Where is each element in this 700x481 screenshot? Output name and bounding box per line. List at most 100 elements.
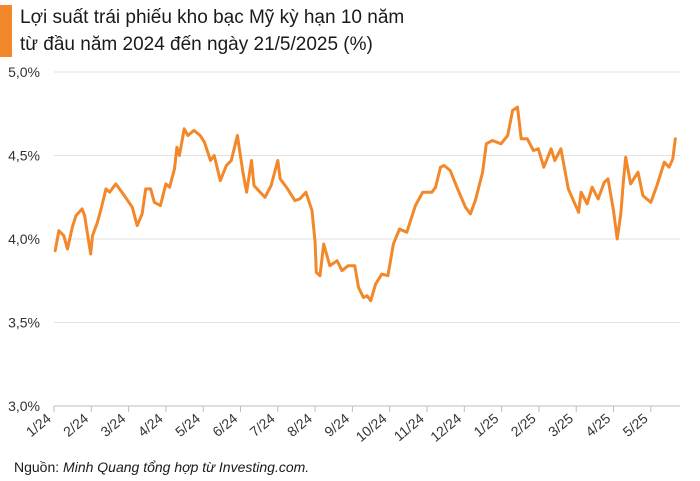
- data-point: [526, 137, 529, 140]
- data-point: [198, 134, 202, 137]
- data-point: [506, 134, 509, 137]
- data-point: [149, 187, 152, 191]
- data-point: [310, 209, 314, 212]
- x-tick-label: 3/24: [97, 410, 128, 440]
- data-point: [380, 272, 383, 276]
- data-point: [91, 234, 94, 237]
- data-point: [464, 206, 467, 209]
- data-point: [219, 179, 222, 182]
- data-point: [322, 242, 325, 246]
- data-point: [213, 154, 216, 157]
- x-tick-label: 10/24: [352, 410, 389, 445]
- data-point: [663, 161, 666, 164]
- x-tick-label: 1/24: [23, 410, 54, 440]
- data-point: [140, 212, 144, 216]
- source-text: Minh Quang tổng hợp từ Investing.com.: [63, 459, 310, 475]
- data-point: [405, 231, 408, 234]
- data-point: [671, 157, 674, 160]
- grid-lines: [54, 71, 680, 407]
- data-point: [80, 207, 84, 211]
- data-point: [335, 259, 339, 262]
- x-tick-label: 6/24: [209, 410, 240, 440]
- x-tick-label: 4/25: [582, 410, 613, 440]
- title-accent-bar: [0, 5, 12, 57]
- data-point: [481, 171, 484, 174]
- data-point: [298, 197, 301, 201]
- x-tick-label: 9/24: [321, 410, 352, 440]
- chart-title: Lợi suất trái phiếu kho bạc Mỹ kỳ hạn 10…: [20, 4, 404, 58]
- data-point: [279, 177, 282, 181]
- data-point: [499, 142, 503, 145]
- data-point: [586, 202, 589, 206]
- data-point: [209, 159, 212, 162]
- data-point: [491, 139, 494, 142]
- data-point: [286, 187, 289, 191]
- data-point: [579, 191, 583, 194]
- data-point: [590, 186, 594, 189]
- x-tick-label: 1/25: [470, 410, 501, 440]
- data-point: [153, 201, 156, 204]
- x-tick-label: 3/25: [545, 410, 576, 440]
- data-point: [456, 187, 459, 191]
- y-tick-label: 4,5%: [8, 148, 40, 164]
- data-point: [136, 224, 139, 227]
- data-point: [542, 166, 545, 169]
- data-point: [318, 274, 322, 277]
- data-point: [71, 226, 74, 229]
- data-point: [276, 159, 279, 162]
- data-point: [99, 207, 103, 211]
- data-point: [667, 166, 671, 169]
- data-point: [114, 182, 118, 186]
- data-point: [159, 204, 162, 207]
- y-tick-label: 3,5%: [8, 315, 40, 331]
- data-point: [559, 147, 563, 150]
- data-point: [241, 171, 245, 174]
- series-line: [53, 105, 677, 303]
- data-point: [108, 191, 111, 194]
- data-point: [474, 199, 477, 202]
- data-point: [619, 212, 622, 216]
- data-point: [131, 206, 134, 209]
- data-point: [612, 209, 615, 212]
- y-tick-label: 5,0%: [8, 64, 40, 80]
- data-point: [144, 187, 147, 191]
- data-point: [616, 237, 619, 241]
- data-point: [120, 191, 124, 194]
- data-point: [606, 177, 610, 181]
- data-point: [636, 171, 640, 174]
- x-tick-label: 7/24: [247, 410, 278, 440]
- data-point: [537, 147, 540, 150]
- source-prefix: Nguồn:: [14, 459, 64, 475]
- data-point: [386, 274, 390, 277]
- yield-line-chart: 3,0%3,5%4,0%4,5%5,0% 1/24 2/24 3/24 4/24 5/2…: [8, 64, 680, 445]
- data-point: [421, 191, 424, 194]
- y-axis-ticks: 3,0% 3,5% 4,0% 4,5% 5,0%: [8, 64, 40, 414]
- data-point: [168, 186, 171, 189]
- data-point: [124, 196, 127, 199]
- data-point: [629, 182, 632, 186]
- data-point: [178, 154, 181, 157]
- data-point: [655, 184, 659, 187]
- data-point: [96, 221, 99, 224]
- data-point: [313, 241, 317, 244]
- data-point: [54, 249, 57, 252]
- data-point: [511, 109, 514, 112]
- data-point: [269, 184, 273, 187]
- y-tick-label: 3,0%: [8, 398, 40, 414]
- x-tick-label: 5/25: [620, 410, 651, 440]
- data-point: [597, 197, 600, 201]
- data-point: [365, 294, 369, 297]
- data-point: [186, 134, 190, 137]
- x-axis-ticks: 1/24 2/24 3/24 4/24 5/24 6/24 7/24 8/24 9/24 10/2…: [23, 406, 652, 445]
- data-point: [183, 127, 186, 130]
- data-point: [89, 252, 92, 256]
- data-point: [622, 181, 625, 184]
- data-point: [66, 247, 69, 251]
- data-point: [603, 181, 606, 184]
- data-point: [57, 229, 61, 232]
- data-point: [225, 164, 228, 167]
- data-point: [439, 166, 442, 169]
- data-point: [577, 211, 580, 214]
- data-point: [425, 191, 428, 194]
- data-point: [346, 264, 350, 267]
